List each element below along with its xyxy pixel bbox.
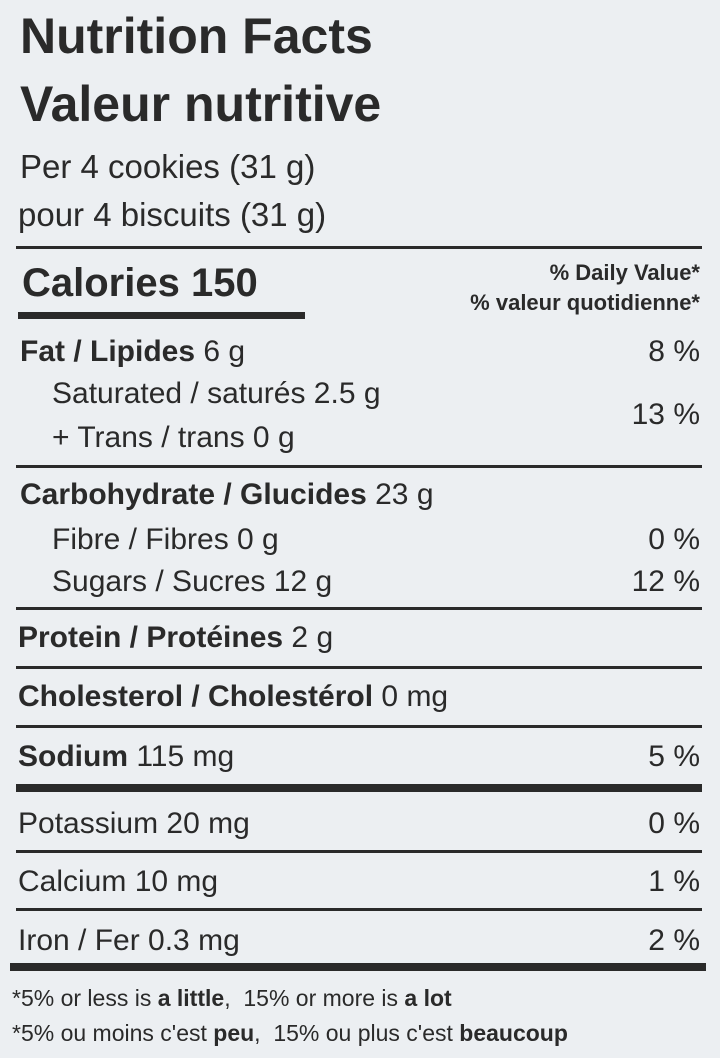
divider	[16, 246, 702, 249]
footnote-fr-text: *5% ou moins c'est	[12, 1020, 214, 1046]
divider	[16, 725, 702, 728]
sugars-dv: 12 %	[631, 565, 700, 598]
title-en: Nutrition Facts	[20, 8, 373, 64]
divider	[16, 465, 702, 468]
carb-label: Carbohydrate / Glucides	[20, 478, 367, 511]
divider	[16, 607, 702, 610]
calories-rule	[18, 312, 305, 319]
serving-size-fr: pour 4 biscuits (31 g)	[18, 196, 327, 233]
calcium-row: Calcium 10 mg	[18, 865, 219, 898]
footnote-fr-bold: beaucoup	[459, 1020, 568, 1046]
carbohydrate-row: Carbohydrate / Glucides 23 g	[20, 480, 434, 510]
cholesterol-amount: 0 mg	[381, 680, 449, 713]
footnote-en-bold: a little	[157, 985, 225, 1011]
calcium-dv: 1 %	[648, 865, 700, 898]
protein-row: Protein / Protéines 2 g	[18, 623, 333, 653]
trans-row: + Trans / trans 0 g	[52, 421, 295, 454]
sat-trans-dv: 13 %	[631, 398, 700, 431]
sodium-amount: 115 mg	[136, 740, 235, 773]
footnote-fr-text: , 15% ou plus c'est	[254, 1020, 460, 1046]
fat-row: Fat / Lipides 6 g	[20, 337, 245, 367]
sodium-dv: 5 %	[648, 740, 700, 773]
cholesterol-label: Cholesterol / Cholestérol	[18, 680, 374, 713]
footnote-fr-bold: peu	[213, 1020, 255, 1046]
divider	[16, 850, 702, 853]
saturated-row: Saturated / saturés 2.5 g	[52, 377, 381, 410]
fibre-row: Fibre / Fibres 0 g	[52, 523, 279, 556]
potassium-row: Potassium 20 mg	[18, 807, 250, 840]
calories: Calories 150	[22, 261, 258, 305]
sugars-row: Sugars / Sucres 12 g	[52, 565, 333, 598]
carb-amount: 23 g	[375, 478, 434, 511]
title-fr: Valeur nutritive	[20, 76, 382, 132]
sodium-row: Sodium 115 mg	[18, 742, 234, 772]
divider	[16, 666, 702, 669]
daily-value-header-en: % Daily Value*	[549, 260, 700, 285]
thick-divider	[10, 963, 706, 971]
potassium-dv: 0 %	[648, 807, 700, 840]
protein-amount: 2 g	[291, 621, 334, 654]
daily-value-header-fr: % valeur quotidienne*	[470, 290, 700, 315]
fibre-dv: 0 %	[648, 523, 700, 556]
footnote-fr: *5% ou moins c'est peu, 15% ou plus c'es…	[12, 1022, 568, 1045]
sodium-label: Sodium	[18, 740, 128, 773]
iron-dv: 2 %	[648, 924, 700, 957]
footnote-en-text: *5% or less is	[12, 985, 158, 1011]
cholesterol-row: Cholesterol / Cholestérol 0 mg	[18, 682, 448, 712]
fat-amount: 6 g	[203, 335, 246, 368]
footnote-en-text: , 15% or more is	[224, 985, 405, 1011]
protein-label: Protein / Protéines	[18, 621, 284, 654]
footnote-en-bold: a lot	[404, 985, 452, 1011]
serving-size-en: Per 4 cookies (31 g)	[20, 148, 316, 185]
footnote-en: *5% or less is a little, 15% or more is …	[12, 987, 452, 1010]
fat-dv: 8 %	[648, 335, 700, 368]
fat-label: Fat / Lipides	[20, 335, 196, 368]
thick-divider	[16, 784, 702, 792]
iron-row: Iron / Fer 0.3 mg	[18, 924, 240, 957]
divider	[16, 908, 702, 911]
